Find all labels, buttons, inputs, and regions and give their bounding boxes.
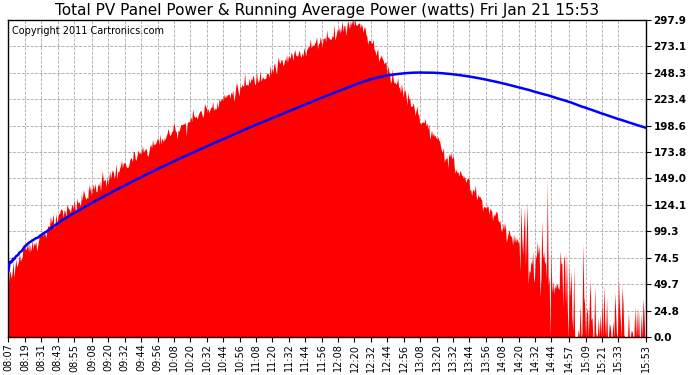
Text: Copyright 2011 Cartronics.com: Copyright 2011 Cartronics.com <box>12 26 164 36</box>
Title: Total PV Panel Power & Running Average Power (watts) Fri Jan 21 15:53: Total PV Panel Power & Running Average P… <box>55 3 599 18</box>
